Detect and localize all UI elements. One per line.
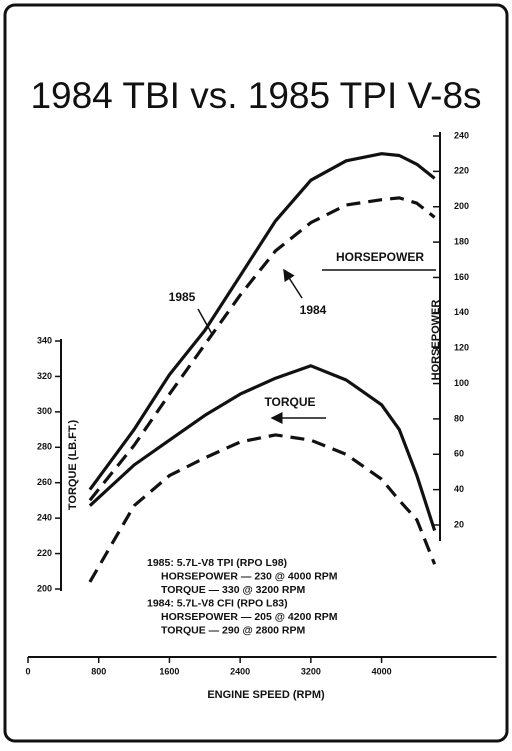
y-tick-label: 320: [37, 371, 52, 381]
x-tick-label: 1600: [159, 666, 179, 676]
y-tick-label: 220: [37, 548, 52, 558]
spec-line: 1984: 5.7L-V8 CFI (RPO L83): [147, 597, 288, 609]
y2-tick-label: 180: [454, 236, 469, 246]
y-axis-label: TORQUE (LB.FT.): [67, 420, 79, 511]
series-line: [88, 196, 436, 502]
y2-tick-label: 100: [454, 378, 469, 388]
x-axis-label: ENGINE SPEED (RPM): [207, 689, 325, 701]
annotation: 1984: [300, 303, 327, 317]
spec-line: 1985: 5.7L-V8 TPI (RPO L98): [147, 557, 287, 569]
series-line: [88, 152, 436, 491]
y-tick-label: 260: [37, 477, 52, 487]
spec-line: HORSEPOWER — 205 @ 4200 RPM: [161, 611, 338, 623]
y-tick-label: 240: [37, 513, 52, 523]
y2-tick-label: 120: [454, 343, 469, 353]
y-tick-label: 280: [37, 442, 52, 452]
y2-tick-label: 40: [454, 484, 464, 494]
y-tick-label: 340: [37, 335, 52, 345]
y2-tick-label: 20: [454, 519, 464, 529]
chart-title: 1984 TBI vs. 1985 TPI V-8s: [30, 75, 481, 116]
y2-tick-label: 200: [454, 201, 469, 211]
x-tick-label: 0: [25, 666, 30, 676]
y-tick-label: 200: [37, 583, 52, 593]
x-tick-label: 3200: [301, 666, 321, 676]
y2-tick-label: 80: [454, 413, 464, 423]
y-tick-label: 300: [37, 406, 52, 416]
y2-tick-label: 160: [454, 272, 469, 282]
annotation: TORQUE: [264, 395, 315, 409]
annotation: 1985: [169, 290, 196, 304]
y2-tick-label: 140: [454, 307, 469, 317]
y2-tick-label: 240: [454, 130, 469, 140]
spec-line: TORQUE — 330 @ 3200 RPM: [161, 584, 306, 596]
annotation: HORSEPOWER: [336, 250, 424, 264]
spec-line: HORSEPOWER — 230 @ 4000 RPM: [161, 570, 338, 582]
spec-line: TORQUE — 290 @ 2800 RPM: [161, 624, 306, 636]
frame: [3, 3, 509, 743]
y2-tick-label: 60: [454, 449, 464, 459]
x-tick-label: 800: [91, 666, 106, 676]
annotation-arrow: [283, 268, 303, 299]
series-line: [88, 433, 437, 583]
series-line: [88, 364, 437, 531]
x-tick-label: 4000: [372, 666, 392, 676]
x-tick-label: 2400: [230, 666, 250, 676]
annotation-leader: [197, 308, 213, 335]
y2-tick-label: 220: [454, 166, 469, 176]
y2-axis-label: HORSEPOWER: [430, 300, 442, 381]
